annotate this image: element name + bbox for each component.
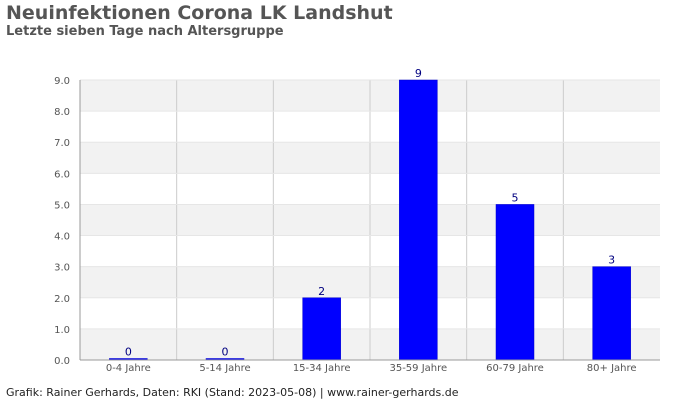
bar	[592, 266, 631, 361]
x-tick-label: 60-79 Jahre	[486, 363, 544, 374]
bar	[399, 79, 438, 361]
y-tick-labels: 0.0 1.0 2.0 3.0 4.0 5.0 6.0 7.0 8.0 9.0	[54, 76, 70, 367]
y-tick-label: 1.0	[54, 325, 70, 336]
data-label: 3	[608, 254, 615, 267]
bars	[109, 79, 631, 361]
y-tick-label: 8.0	[54, 107, 70, 118]
footer-credit: Grafik: Rainer Gerhards, Daten: RKI (Sta…	[6, 386, 459, 399]
y-tick-label: 0.0	[54, 356, 70, 367]
y-tick-label: 2.0	[54, 294, 70, 305]
chart-title: Neuinfektionen Corona LK Landshut	[6, 2, 393, 24]
x-tick-labels: 0-4 Jahre 5-14 Jahre 15-34 Jahre 35-59 Jahr…	[106, 363, 637, 374]
y-tick-label: 5.0	[54, 200, 70, 211]
vertical-gridlines	[176, 80, 564, 360]
x-tick-label: 15-34 Jahre	[293, 363, 351, 374]
x-tick-label: 5-14 Jahre	[199, 363, 250, 374]
bar	[302, 297, 341, 361]
chart-subtitle: Letzte sieben Tage nach Altersgruppe	[6, 24, 284, 39]
data-label: 9	[415, 67, 422, 80]
data-label: 0	[125, 346, 132, 359]
data-label: 5	[512, 191, 519, 204]
bar	[495, 204, 535, 361]
y-tick-label: 4.0	[54, 232, 70, 243]
y-tick-label: 3.0	[54, 263, 70, 274]
data-label: 2	[318, 285, 325, 298]
x-tick-label: 35-59 Jahre	[389, 363, 447, 374]
horizontal-gridlines	[80, 79, 660, 361]
y-tick-label: 9.0	[54, 76, 70, 87]
axes	[79, 80, 660, 361]
y-tick-label: 7.0	[54, 138, 70, 149]
x-tick-label: 80+ Jahre	[587, 363, 637, 374]
y-tick-label: 6.0	[54, 169, 70, 180]
x-tick-label: 0-4 Jahre	[106, 363, 151, 374]
data-label: 0	[222, 346, 229, 359]
data-labels: 0 0 2 9 5 3	[125, 67, 615, 359]
